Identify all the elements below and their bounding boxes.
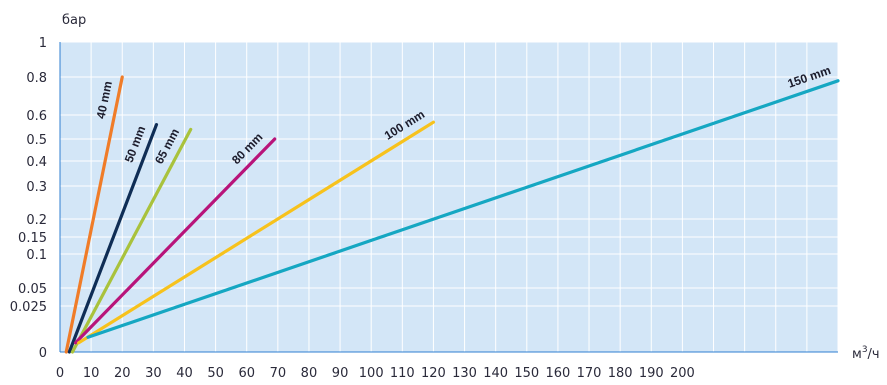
series-line-100-mm — [77, 120, 436, 345]
y-tick-label: 0.05 — [18, 282, 47, 297]
x-tick-label: 150 — [514, 366, 539, 381]
x-axis-label-tail: /ч — [868, 347, 880, 362]
series-line-50-mm — [67, 122, 159, 354]
x-tick-label: 90 — [332, 366, 349, 381]
y-tick-label: 0.5 — [26, 133, 47, 148]
y-tick-label: 0.3 — [26, 180, 47, 195]
x-tick-label: 120 — [421, 366, 446, 381]
x-tick-label: 130 — [452, 366, 477, 381]
y-tick-label: 0.6 — [26, 109, 47, 124]
y-tick-label: 0.025 — [10, 300, 47, 315]
series-lines — [64, 75, 840, 354]
x-tick-label: 170 — [577, 366, 602, 381]
x-tick-label: 140 — [483, 366, 508, 381]
y-tick-labels: 0 0.025 0.05 0.1 0.15 0.2 0.3 0.4 0.5 0.6 0.8 1 — [10, 36, 47, 361]
series-line-150-mm — [86, 79, 840, 339]
plot-area — [60, 42, 838, 352]
grid — [59, 41, 839, 353]
y-tick-label: 0.1 — [26, 248, 47, 263]
y-axis-label: бар — [62, 13, 86, 28]
x-tick-label: 20 — [114, 366, 131, 381]
x-tick-label: 100 — [359, 366, 384, 381]
x-tick-label: 160 — [546, 366, 571, 381]
x-axis-label-sup: 3 — [862, 345, 868, 355]
y-tick-label: 0.8 — [26, 71, 47, 86]
y-tick-label: 1 — [39, 36, 47, 51]
series-line-80-mm — [73, 137, 277, 345]
x-tick-label: 200 — [670, 366, 695, 381]
series-line-65-mm — [70, 127, 193, 354]
x-tick-label: 0 — [56, 366, 64, 381]
x-tick-label: 10 — [83, 366, 100, 381]
x-tick-label: 80 — [301, 366, 318, 381]
x-tick-label: 60 — [238, 366, 255, 381]
y-tick-label: 0 — [39, 346, 47, 361]
x-tick-label: 190 — [639, 366, 664, 381]
y-tick-label: 0.2 — [26, 213, 47, 228]
x-tick-label: 30 — [145, 366, 162, 381]
series-line-40-mm — [64, 75, 124, 354]
x-tick-label: 50 — [207, 366, 224, 381]
x-axis-label-base: м — [852, 347, 862, 362]
x-tick-label: 40 — [176, 366, 193, 381]
x-tick-label: 180 — [608, 366, 633, 381]
x-axis-label: м3/ч — [852, 345, 880, 362]
x-tick-label: 110 — [390, 366, 415, 381]
y-tick-label: 0.4 — [26, 155, 47, 170]
x-tick-label: 70 — [270, 366, 287, 381]
y-tick-label: 0.15 — [18, 231, 47, 246]
x-tick-labels: 0 10 20 30 40 50 60 70 80 90 100 110 120 130 140 150 160… — [56, 366, 695, 381]
